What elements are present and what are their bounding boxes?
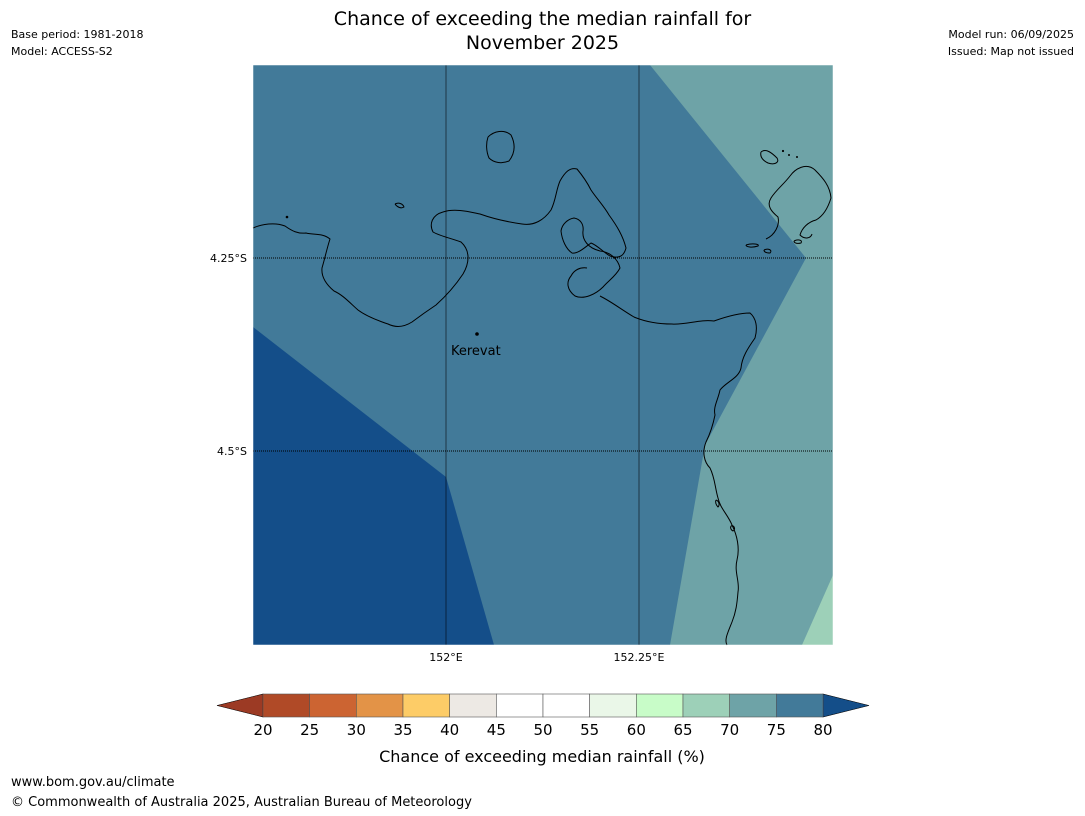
map-title: Chance of exceeding the median rainfall … — [0, 7, 1085, 55]
footer-copyright: © Commonwealth of Australia 2025, Austra… — [11, 795, 472, 810]
colorbar-ticks: 20 25 30 35 40 45 50 55 60 65 70 75 80 — [253, 721, 832, 739]
metadata-right: Model run: 06/09/2025 Issued: Map not is… — [948, 26, 1074, 60]
model-text: Model: ACCESS-S2 — [11, 45, 113, 58]
colorbar-tick-label: 70 — [720, 721, 739, 739]
kerevat-marker — [475, 332, 479, 336]
coastline — [252, 130, 832, 646]
footer-url: www.bom.gov.au/climate — [11, 775, 175, 790]
lat-label: 4.25°S — [210, 252, 247, 265]
colorbar-tick-label: 40 — [440, 721, 459, 739]
lon-label: 152°E — [429, 651, 462, 664]
colorbar-tick-label: 50 — [533, 721, 552, 739]
map-title-line2: November 2025 — [465, 32, 620, 54]
colorbar-tick-label: 25 — [300, 721, 319, 739]
colorbar-tick-label: 35 — [393, 721, 412, 739]
model-run-text: Model run: 06/09/2025 — [948, 28, 1074, 41]
colorbar-tick-label: 30 — [347, 721, 366, 739]
colorbar-tick-label: 65 — [673, 721, 692, 739]
band-80-plus — [253, 327, 494, 645]
colorbar-tick-label: 80 — [813, 721, 832, 739]
footer: www.bom.gov.au/climate © Commonwealth of… — [11, 773, 472, 813]
colorbar-tick-label: 20 — [253, 721, 272, 739]
graticule — [253, 65, 833, 645]
lat-label: 4.5°S — [217, 445, 247, 458]
lon-label: 152.25°E — [614, 651, 665, 664]
map-title-line1: Chance of exceeding the median rainfall … — [333, 8, 752, 30]
colorbar-tick-label: 75 — [767, 721, 786, 739]
colorbar-tick-label: 55 — [580, 721, 599, 739]
colorbar-tick-label: 60 — [627, 721, 646, 739]
kerevat-label: Kerevat — [451, 344, 501, 359]
issued-text: Issued: Map not issued — [947, 45, 1074, 58]
map-fill — [253, 65, 833, 645]
map-frame — [252, 64, 834, 646]
band-65-70 — [802, 575, 833, 645]
island-dots — [285, 149, 798, 219]
colorbar-tick-label: 45 — [487, 721, 506, 739]
metadata-left: Base period: 1981-2018 Model: ACCESS-S2 — [11, 26, 143, 60]
rainfall-map: 4.25°S 4.5°S 152°E 152.25°E Kerevat — [210, 64, 834, 664]
colorbar-label: Chance of exceeding median rainfall (%) — [379, 747, 705, 766]
band-70-75 — [650, 65, 833, 645]
base-period-text: Base period: 1981-2018 — [11, 28, 144, 41]
